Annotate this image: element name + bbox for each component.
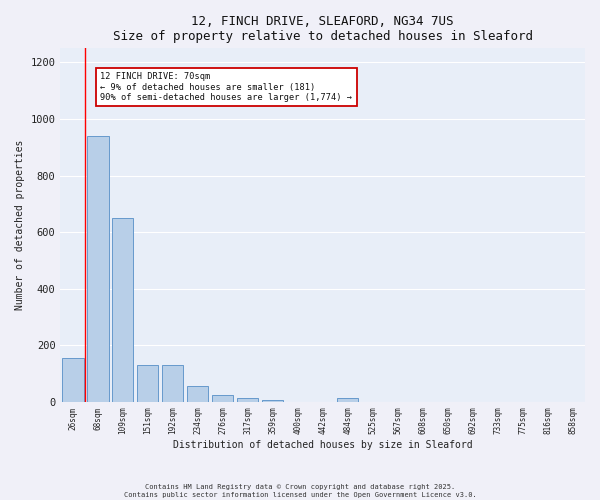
Bar xyxy=(212,395,233,402)
X-axis label: Distribution of detached houses by size in Sleaford: Distribution of detached houses by size … xyxy=(173,440,473,450)
Y-axis label: Number of detached properties: Number of detached properties xyxy=(15,140,25,310)
Text: 12 FINCH DRIVE: 70sqm
← 9% of detached houses are smaller (181)
90% of semi-deta: 12 FINCH DRIVE: 70sqm ← 9% of detached h… xyxy=(100,72,352,102)
Bar xyxy=(112,218,133,402)
Bar xyxy=(137,365,158,402)
Bar xyxy=(262,400,283,402)
Bar xyxy=(87,136,109,402)
Bar xyxy=(187,386,208,402)
Bar xyxy=(237,398,259,402)
Bar xyxy=(337,398,358,402)
Title: 12, FINCH DRIVE, SLEAFORD, NG34 7US
Size of property relative to detached houses: 12, FINCH DRIVE, SLEAFORD, NG34 7US Size… xyxy=(113,15,533,43)
Bar xyxy=(62,358,83,402)
Text: Contains HM Land Registry data © Crown copyright and database right 2025.
Contai: Contains HM Land Registry data © Crown c… xyxy=(124,484,476,498)
Bar xyxy=(162,365,184,402)
